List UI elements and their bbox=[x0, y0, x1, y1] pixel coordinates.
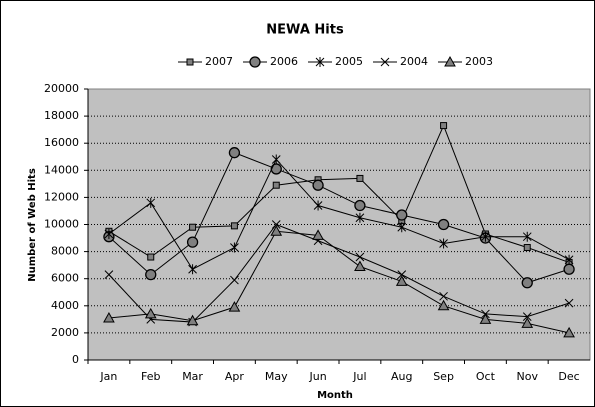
marker bbox=[230, 275, 239, 285]
y-tick-label: 8000 bbox=[51, 245, 79, 258]
marker bbox=[522, 231, 532, 242]
marker bbox=[228, 301, 241, 312]
y-tick-label: 4000 bbox=[51, 299, 79, 312]
legend-label: 2006 bbox=[270, 55, 298, 68]
marker bbox=[564, 254, 574, 265]
x-tick-label: Nov bbox=[517, 370, 539, 383]
marker bbox=[228, 147, 241, 159]
x-tick-label: Mar bbox=[182, 370, 203, 383]
y-tick-label: 2000 bbox=[51, 326, 79, 339]
marker bbox=[355, 252, 365, 262]
marker bbox=[397, 222, 407, 233]
marker bbox=[104, 228, 114, 239]
x-tick-label: Jan bbox=[99, 370, 117, 383]
series-line bbox=[108, 223, 570, 323]
marker bbox=[270, 163, 282, 175]
marker bbox=[312, 179, 324, 191]
marker bbox=[186, 314, 199, 326]
y-tick-label: 16000 bbox=[44, 136, 79, 149]
marker bbox=[479, 313, 492, 324]
marker bbox=[437, 218, 450, 231]
legend-label: 2005 bbox=[335, 55, 363, 68]
marker bbox=[523, 244, 531, 252]
marker bbox=[104, 270, 114, 279]
series-line bbox=[108, 152, 570, 284]
marker bbox=[522, 312, 532, 321]
marker bbox=[146, 197, 156, 208]
y-tick-label: 18000 bbox=[44, 109, 79, 122]
marker bbox=[395, 275, 408, 286]
x-tick-label: Sep bbox=[433, 370, 454, 383]
x-tick-label: Jul bbox=[352, 370, 366, 383]
y-tick-label: 20000 bbox=[44, 82, 79, 95]
marker bbox=[439, 291, 448, 301]
marker bbox=[444, 55, 456, 67]
y-tick-label: 14000 bbox=[44, 163, 79, 176]
marker bbox=[439, 238, 448, 249]
x-axis-title: Month bbox=[317, 390, 353, 401]
marker bbox=[313, 200, 323, 211]
y-tick-label: 12000 bbox=[44, 190, 79, 203]
marker bbox=[230, 242, 239, 253]
y-tick-label: 6000 bbox=[51, 272, 79, 285]
x-tick-label: Feb bbox=[141, 370, 160, 383]
y-tick-label: 10000 bbox=[44, 218, 79, 231]
marker bbox=[147, 253, 155, 261]
marker bbox=[144, 307, 157, 319]
marker bbox=[189, 223, 197, 231]
marker bbox=[521, 317, 534, 328]
x-tick-label: May bbox=[265, 370, 288, 383]
marker bbox=[563, 326, 575, 338]
marker bbox=[564, 298, 574, 308]
x-tick-label: Dec bbox=[558, 370, 579, 383]
x-tick-label: Oct bbox=[476, 370, 496, 383]
marker bbox=[521, 277, 533, 289]
x-tick-label: Apr bbox=[225, 370, 245, 383]
marker bbox=[380, 57, 390, 67]
y-axis-title: Number of Web Hits bbox=[27, 168, 38, 282]
marker bbox=[397, 270, 407, 279]
marker bbox=[186, 236, 199, 248]
marker bbox=[481, 231, 490, 242]
marker bbox=[103, 311, 115, 323]
marker bbox=[272, 181, 280, 189]
marker bbox=[355, 212, 365, 223]
marker bbox=[354, 260, 366, 272]
legend-label: 2003 bbox=[465, 55, 493, 68]
x-tick-label: Aug bbox=[391, 370, 412, 383]
marker bbox=[188, 264, 197, 275]
marker bbox=[270, 225, 283, 236]
marker bbox=[249, 56, 261, 68]
series-line bbox=[108, 230, 570, 334]
marker bbox=[312, 229, 324, 240]
legend-label: 2007 bbox=[205, 55, 233, 68]
marker bbox=[396, 209, 408, 221]
y-tick-label: 0 bbox=[72, 353, 79, 366]
series-line bbox=[108, 158, 570, 270]
marker bbox=[230, 222, 238, 230]
marker bbox=[315, 57, 325, 67]
marker bbox=[356, 174, 364, 182]
marker bbox=[563, 263, 575, 275]
chart-title: NEWA Hits bbox=[266, 23, 344, 38]
x-tick-label: Jun bbox=[308, 370, 326, 383]
legend-label: 2004 bbox=[400, 55, 428, 68]
marker bbox=[437, 299, 450, 311]
marker bbox=[354, 199, 366, 212]
marker bbox=[186, 58, 194, 66]
marker bbox=[271, 154, 281, 165]
marker bbox=[271, 220, 281, 229]
marker bbox=[145, 268, 157, 281]
marker bbox=[440, 122, 448, 130]
